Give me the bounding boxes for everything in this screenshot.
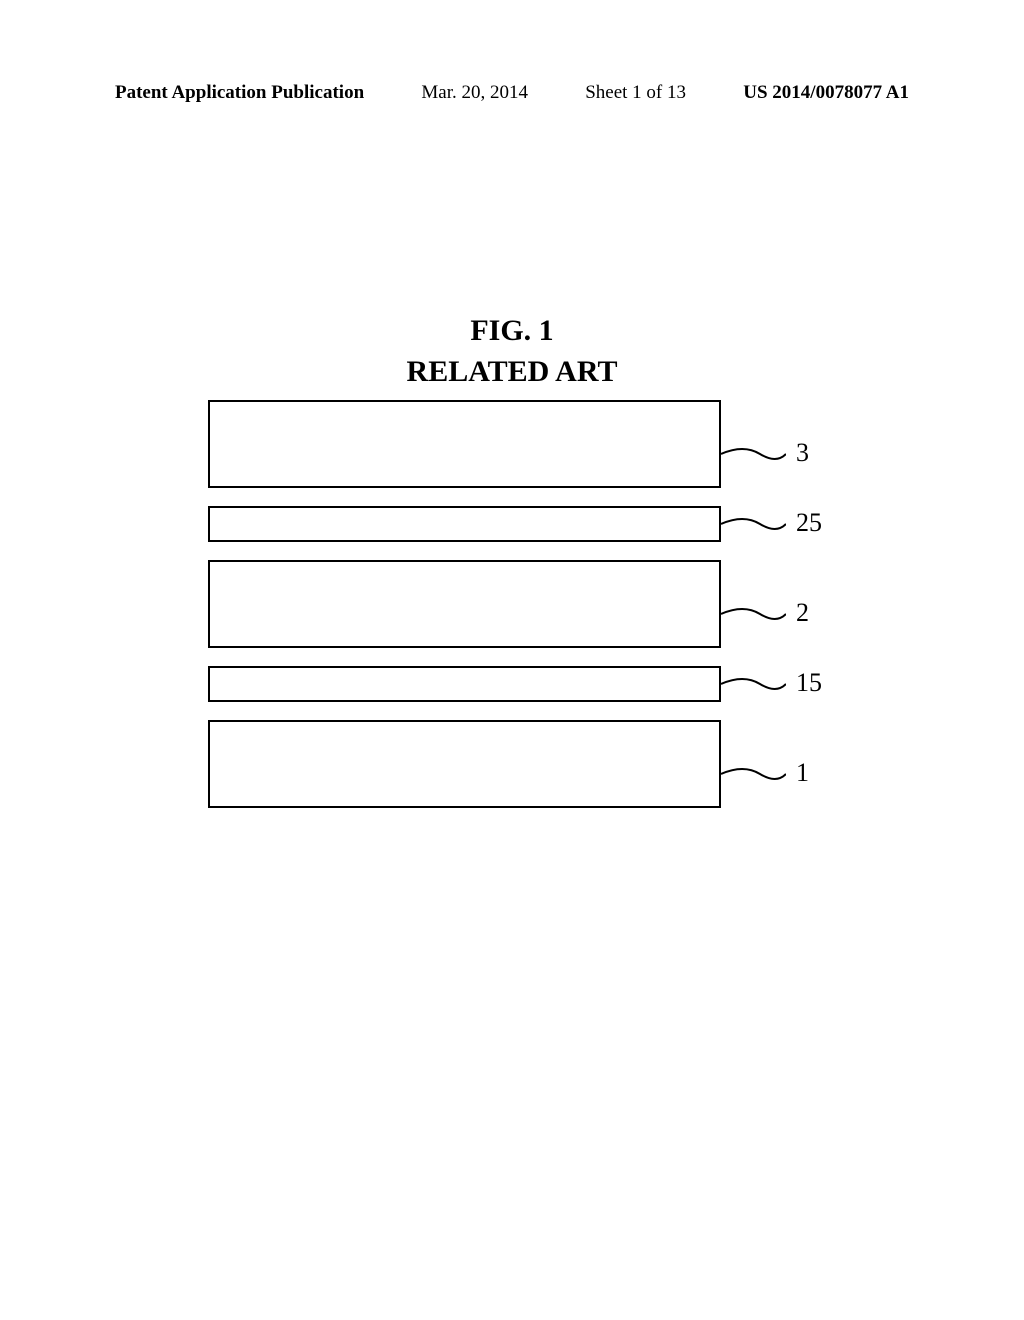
lead-line <box>721 512 786 536</box>
diagram-layer <box>208 506 721 542</box>
diagram-layer <box>208 400 721 488</box>
header-publication: Patent Application Publication <box>115 82 364 104</box>
header-pubno: US 2014/0078077 A1 <box>743 82 909 104</box>
layer-label: 15 <box>796 668 822 698</box>
header-sheet: Sheet 1 of 13 <box>585 82 686 104</box>
header-date: Mar. 20, 2014 <box>421 82 528 104</box>
layer-label: 1 <box>796 758 809 788</box>
lead-line <box>721 442 786 466</box>
lead-line <box>721 762 786 786</box>
layer-label: 2 <box>796 598 809 628</box>
figure-label: FIG. 1 <box>0 314 1024 348</box>
layer-diagram: 3 25 2 15 1 <box>208 400 828 808</box>
diagram-layer <box>208 666 721 702</box>
lead-line <box>721 672 786 696</box>
page-header: Patent Application Publication Mar. 20, … <box>115 82 909 104</box>
layer-label: 3 <box>796 438 809 468</box>
lead-line <box>721 602 786 626</box>
diagram-layer <box>208 720 721 808</box>
figure-subtitle: RELATED ART <box>0 355 1024 389</box>
diagram-layer <box>208 560 721 648</box>
layer-label: 25 <box>796 508 822 538</box>
